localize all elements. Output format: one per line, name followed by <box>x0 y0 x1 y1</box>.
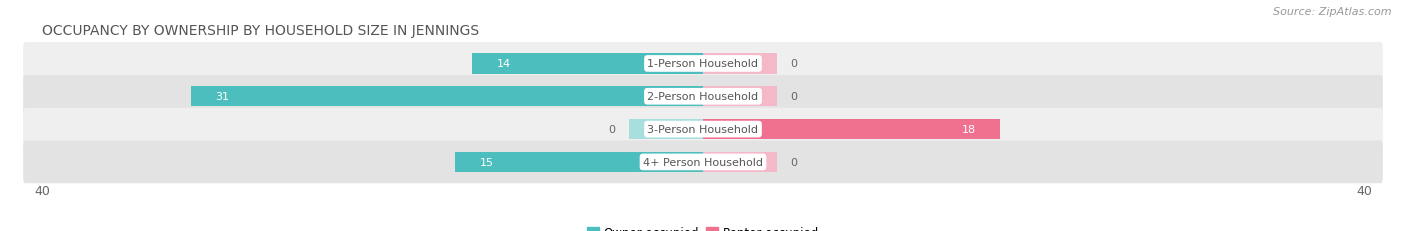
Text: 0: 0 <box>609 125 616 134</box>
Text: Source: ZipAtlas.com: Source: ZipAtlas.com <box>1274 7 1392 17</box>
Bar <box>628 119 703 140</box>
Legend: Owner-occupied, Renter-occupied: Owner-occupied, Renter-occupied <box>582 222 824 231</box>
Text: 0: 0 <box>790 157 797 167</box>
Text: 0: 0 <box>790 92 797 102</box>
Bar <box>456 152 703 172</box>
Text: 15: 15 <box>479 157 494 167</box>
Text: OCCUPANCY BY OWNERSHIP BY HOUSEHOLD SIZE IN JENNINGS: OCCUPANCY BY OWNERSHIP BY HOUSEHOLD SIZE… <box>42 24 479 38</box>
Bar <box>703 54 778 74</box>
Text: 18: 18 <box>962 125 976 134</box>
Text: 4+ Person Household: 4+ Person Household <box>643 157 763 167</box>
Bar <box>703 119 1001 140</box>
FancyBboxPatch shape <box>22 141 1384 183</box>
Bar <box>191 87 703 107</box>
FancyBboxPatch shape <box>22 108 1384 151</box>
Bar <box>703 87 778 107</box>
FancyBboxPatch shape <box>22 43 1384 85</box>
Text: 3-Person Household: 3-Person Household <box>648 125 758 134</box>
Bar <box>703 152 778 172</box>
Text: 31: 31 <box>215 92 229 102</box>
Bar <box>471 54 703 74</box>
Text: 0: 0 <box>790 59 797 69</box>
Text: 2-Person Household: 2-Person Household <box>647 92 759 102</box>
Text: 1-Person Household: 1-Person Household <box>648 59 758 69</box>
FancyBboxPatch shape <box>22 76 1384 118</box>
Text: 14: 14 <box>496 59 510 69</box>
